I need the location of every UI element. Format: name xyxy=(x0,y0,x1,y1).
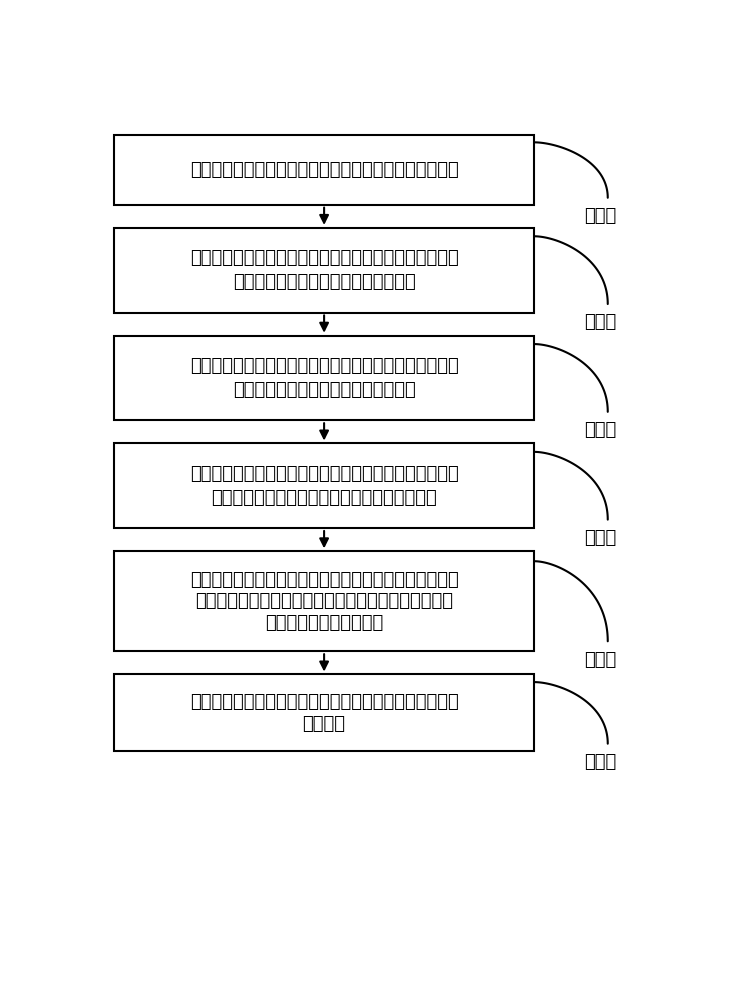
Text: 步骤二: 步骤二 xyxy=(584,313,616,331)
Text: 控制系统进入复位状态后，向超声波测距器发送请求指令: 控制系统进入复位状态后，向超声波测距器发送请求指令 xyxy=(190,161,458,179)
Text: 反馈，则向超声波测距器发送检测指令: 反馈，则向超声波测距器发送检测指令 xyxy=(233,381,415,399)
Text: 进行设置: 进行设置 xyxy=(302,715,346,733)
Text: 控制系统接收到初始高度值后，对电动升降桌的初始高度: 控制系统接收到初始高度值后，对电动升降桌的初始高度 xyxy=(190,693,458,711)
Bar xyxy=(114,551,534,651)
Text: 步骤三: 步骤三 xyxy=(584,421,616,439)
Text: 步骤六: 步骤六 xyxy=(584,753,616,771)
Bar xyxy=(114,336,534,420)
Text: 步骤四: 步骤四 xyxy=(584,529,616,547)
Text: 步骤一: 步骤一 xyxy=(584,207,616,225)
Text: 超声波测距器检测当前环境温度，并根据当前环境温度，: 超声波测距器检测当前环境温度，并根据当前环境温度， xyxy=(190,571,458,589)
Text: 成高度值，并将高度值反馈给控制系统: 成高度值，并将高度值反馈给控制系统 xyxy=(233,273,415,291)
Bar xyxy=(114,674,534,751)
Text: 对高度检测值进行温度补偿，得到初始高度值，并将初: 对高度检测值进行温度补偿，得到初始高度值，并将初 xyxy=(195,592,453,610)
Text: 步骤五: 步骤五 xyxy=(584,651,616,669)
Bar xyxy=(114,135,534,205)
Text: 始高度值发送至控制系统: 始高度值发送至控制系统 xyxy=(265,614,384,632)
Bar xyxy=(114,228,534,312)
Text: 超声波测距器接收到检测指令后，生成多个高度测试值，: 超声波测距器接收到检测指令后，生成多个高度测试值， xyxy=(190,465,458,483)
Text: 控制系统如果在设定时间内接收到超声波测距器的高度值: 控制系统如果在设定时间内接收到超声波测距器的高度值 xyxy=(190,357,458,375)
Text: 并对高度测试值进行数值筛选，得到高度检测值: 并对高度测试值进行数值筛选，得到高度检测值 xyxy=(211,489,437,507)
Text: 超声波测距器接收到请求指令后，向地面发射超声波，生: 超声波测距器接收到请求指令后，向地面发射超声波，生 xyxy=(190,249,458,267)
Bar xyxy=(114,443,534,528)
